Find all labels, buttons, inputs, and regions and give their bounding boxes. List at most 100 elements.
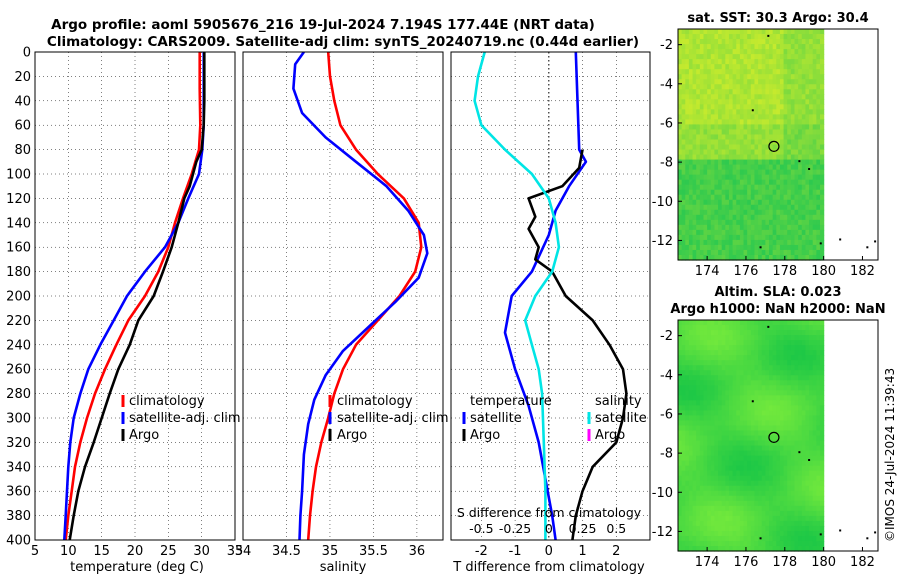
map-cell: [688, 480, 694, 487]
map-cell: [703, 405, 708, 411]
map-cell: [685, 239, 690, 246]
map-cell: [801, 370, 807, 376]
map-cell: [801, 355, 807, 361]
map-cell: [688, 149, 694, 156]
map-cell: [714, 109, 719, 115]
temperature-xlabel: temperature (deg C): [70, 560, 204, 575]
map-cell: [725, 34, 730, 40]
map-cell: [772, 189, 777, 196]
map-cell: [692, 540, 697, 547]
map-cell: [816, 69, 821, 75]
map-cell: [779, 435, 785, 442]
map-cell: [750, 460, 756, 467]
map-cell: [728, 104, 734, 110]
map-cell: [809, 385, 814, 391]
map-cell: [794, 149, 799, 156]
map-cell: [765, 84, 770, 90]
map-cell: [765, 400, 770, 406]
map-cell: [783, 420, 788, 427]
map-cell: [703, 400, 708, 406]
map-cell: [787, 34, 792, 40]
map-cell: [772, 154, 777, 161]
map-cell: [772, 139, 777, 146]
map-cell: [809, 325, 814, 331]
map-cell: [728, 179, 734, 186]
map-cell: [681, 239, 686, 246]
map-cell: [787, 470, 792, 477]
map-cell: [688, 84, 694, 90]
map-cell: [758, 410, 763, 417]
map-cell: [758, 490, 763, 497]
map-cell: [809, 435, 814, 442]
map-cell: [699, 390, 705, 396]
map-cell: [772, 465, 777, 472]
map-cell: [688, 69, 694, 75]
map-cell: [721, 540, 726, 547]
map-cell: [739, 119, 745, 126]
map-cell: [743, 400, 748, 406]
map-cell: [772, 144, 777, 151]
map-cell: [703, 365, 708, 371]
map-cell: [754, 49, 759, 55]
map-cell: [819, 249, 825, 256]
map-cell: [798, 189, 803, 196]
map-cell: [776, 124, 781, 131]
map-cell: [699, 545, 705, 552]
map-cell: [801, 510, 807, 517]
map-cell: [696, 154, 701, 161]
map-cell: [794, 415, 799, 422]
map-cell: [787, 84, 792, 90]
map-cell: [794, 189, 799, 196]
map-cell: [692, 505, 697, 512]
map-cell: [714, 425, 719, 432]
map-cell: [787, 74, 792, 80]
map-cell: [812, 134, 817, 141]
map-cell: [754, 400, 759, 406]
map-cell: [750, 320, 756, 326]
map-cell: [819, 355, 825, 361]
map-cell: [812, 169, 817, 176]
map-cell: [794, 69, 799, 75]
map-cell: [725, 119, 730, 126]
map-cell: [707, 204, 712, 211]
map-cell: [798, 485, 803, 492]
map-cell: [816, 510, 821, 517]
map-cell: [725, 400, 730, 406]
map-cell: [783, 164, 788, 171]
map-cell: [721, 475, 726, 482]
map-cell: [725, 39, 730, 45]
map-cell: [728, 184, 734, 191]
map-cell: [769, 395, 774, 401]
map-cell: [819, 234, 825, 241]
map-cell: [714, 99, 719, 105]
map-cell: [721, 74, 726, 80]
map-cell: [798, 540, 803, 547]
map-cell: [685, 330, 690, 336]
map-cell: [678, 390, 683, 396]
map-cell: [772, 159, 777, 166]
map-cell: [678, 209, 683, 216]
map-cell: [794, 460, 799, 467]
map-cell: [681, 440, 686, 447]
map-cell: [688, 485, 694, 492]
map-cell: [728, 405, 734, 411]
map-cell: [805, 335, 810, 341]
map-cell: [754, 410, 759, 417]
map-cell: [681, 455, 686, 462]
map-cell: [678, 59, 683, 65]
map-cell: [718, 129, 723, 136]
map-cell: [779, 465, 785, 472]
map-cell: [739, 149, 745, 156]
map-cell: [754, 390, 759, 396]
map-cell: [761, 114, 766, 120]
map-cell: [776, 495, 781, 502]
map-cell: [761, 410, 766, 417]
map-cell: [703, 124, 708, 131]
map-cell: [819, 480, 825, 487]
map-cell: [754, 144, 759, 151]
map-cell: [801, 244, 807, 251]
map-cell: [739, 510, 745, 517]
map-cell: [794, 249, 799, 256]
map-cell: [794, 345, 799, 351]
map-cell: [819, 400, 825, 406]
